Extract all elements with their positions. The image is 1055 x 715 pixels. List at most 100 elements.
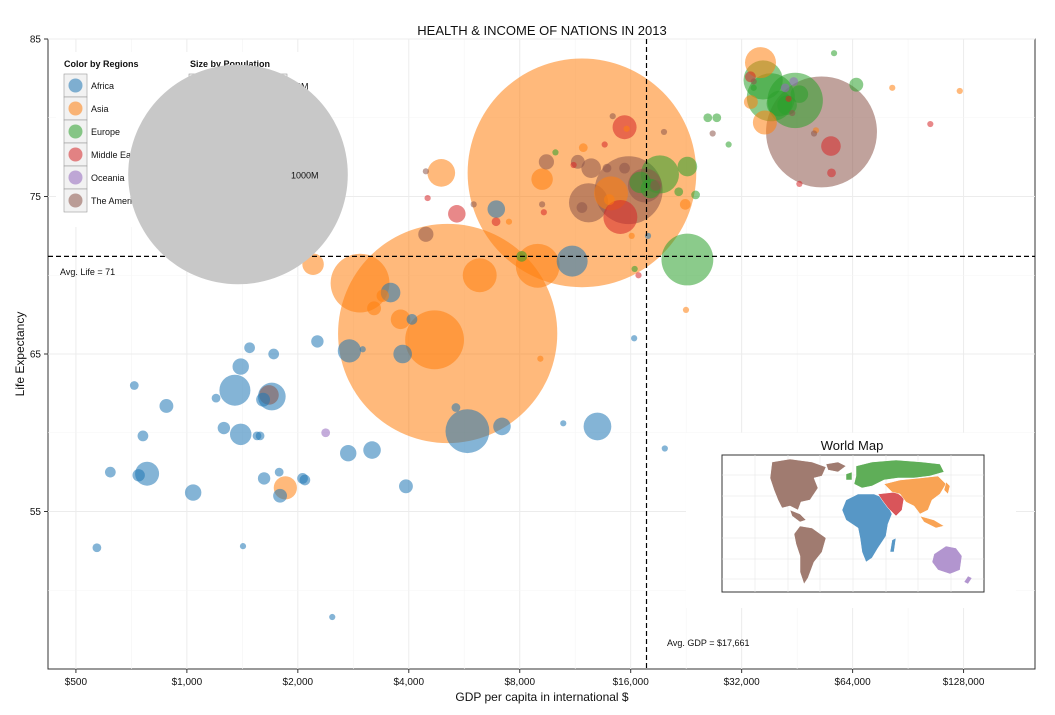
data-point-asia	[679, 199, 691, 210]
data-point-the-americas	[619, 162, 630, 174]
data-point-africa	[393, 344, 412, 364]
data-point-europe	[790, 85, 809, 103]
data-point-africa	[329, 613, 336, 621]
data-point-africa	[132, 469, 145, 482]
data-point-oceania	[789, 77, 799, 86]
data-point-asia	[628, 232, 635, 239]
data-point-asia	[743, 95, 758, 109]
data-point-the-americas	[609, 113, 616, 120]
data-point-africa	[445, 409, 490, 454]
data-point-asia	[745, 47, 777, 79]
data-point-europe	[677, 156, 698, 177]
data-point-the-americas	[602, 163, 612, 173]
data-points	[92, 47, 963, 621]
x-tick-label: $16,000	[613, 677, 650, 688]
data-point-the-americas	[810, 130, 818, 137]
data-point-europe	[712, 113, 722, 123]
data-point-africa	[493, 417, 511, 436]
data-point-africa	[340, 445, 357, 462]
data-point-africa	[556, 245, 588, 277]
data-point-africa	[451, 403, 461, 412]
data-point-africa	[92, 543, 102, 553]
data-point-europe	[830, 50, 838, 57]
data-point-middle-east	[796, 180, 803, 187]
data-point-africa	[487, 200, 506, 218]
x-tick-label: $500	[65, 677, 88, 688]
data-point-the-americas	[709, 130, 716, 137]
data-point-africa	[137, 430, 149, 442]
map-europe	[845, 459, 945, 489]
chart-title: HEALTH & INCOME OF NATIONS IN 2013	[417, 23, 666, 38]
data-point-the-americas	[789, 109, 796, 117]
data-point-africa	[268, 348, 280, 360]
data-point-asia	[956, 87, 963, 95]
data-point-europe	[552, 149, 559, 156]
data-point-europe	[661, 233, 714, 286]
data-point-oceania	[780, 83, 790, 93]
data-point-asia	[376, 289, 389, 302]
data-point-africa	[104, 466, 116, 478]
x-tick-label: $1,000	[172, 677, 203, 688]
avg-life-label: Avg. Life = 71	[60, 267, 115, 277]
data-point-middle-east	[785, 95, 792, 102]
data-point-europe	[725, 141, 732, 148]
x-tick-label: $32,000	[724, 677, 761, 688]
data-point-the-americas	[576, 202, 588, 213]
legend-swatch-asia	[68, 101, 83, 116]
data-point-africa	[359, 346, 366, 353]
data-point-africa	[583, 412, 612, 441]
data-point-middle-east	[603, 199, 638, 234]
data-point-middle-east	[821, 136, 841, 156]
y-tick-label: 75	[30, 192, 42, 203]
data-point-africa	[363, 441, 381, 459]
x-tick-label: $64,000	[835, 677, 872, 688]
data-point-africa	[232, 358, 249, 375]
data-point-europe	[849, 77, 864, 92]
x-tick-label: $8,000	[504, 677, 535, 688]
legend-swatch-middle-east	[68, 147, 83, 162]
data-point-africa	[299, 474, 311, 486]
data-point-middle-east	[424, 194, 431, 202]
legend-color-title: Color by Regions	[64, 59, 139, 69]
legend-swatch-africa	[68, 78, 83, 93]
x-axis: $500 $1,000 $2,000 $4,000 $8,000 $16,000 $32,0…	[65, 669, 985, 688]
data-point-the-americas	[750, 78, 757, 85]
data-point-africa	[255, 431, 265, 441]
data-point-africa	[560, 420, 567, 427]
legend-swatch-europe	[68, 124, 83, 139]
data-point-asia	[752, 110, 777, 135]
legend-swatch-oceania	[68, 170, 83, 185]
data-point-africa	[129, 381, 139, 390]
data-point-africa	[311, 335, 324, 348]
data-point-africa	[229, 423, 252, 446]
data-point-africa	[337, 339, 361, 363]
data-point-europe	[674, 187, 684, 197]
data-point-middle-east	[927, 120, 934, 128]
data-point-middle-east	[570, 161, 577, 169]
data-point-middle-east	[601, 141, 608, 148]
data-point-asia	[578, 143, 588, 153]
data-point-asia	[467, 58, 697, 288]
size-label: 1000M	[291, 171, 319, 181]
data-point-the-americas	[660, 128, 668, 136]
data-point-oceania	[321, 428, 331, 438]
x-axis-label: GDP per capita in international $	[455, 690, 629, 704]
data-point-europe	[750, 84, 757, 91]
legend-label: Middle East	[91, 150, 139, 160]
data-point-the-americas	[650, 180, 662, 191]
data-point-africa	[217, 421, 231, 435]
data-point-asia	[427, 159, 456, 187]
data-point-africa	[406, 313, 418, 325]
data-point-middle-east	[540, 209, 547, 216]
x-tick-label: $128,000	[943, 677, 985, 688]
data-point-asia	[682, 306, 690, 313]
data-point-asia	[603, 194, 615, 206]
data-point-africa	[244, 342, 255, 354]
data-point-africa	[274, 467, 284, 477]
data-point-africa	[257, 472, 271, 485]
legend-swatch-the-americas	[68, 193, 83, 208]
data-point-asia	[330, 253, 390, 313]
data-point-the-americas	[538, 154, 554, 170]
world-map-inset: World Map	[686, 433, 1016, 608]
y-axis: 55 65 75 85	[30, 35, 48, 518]
